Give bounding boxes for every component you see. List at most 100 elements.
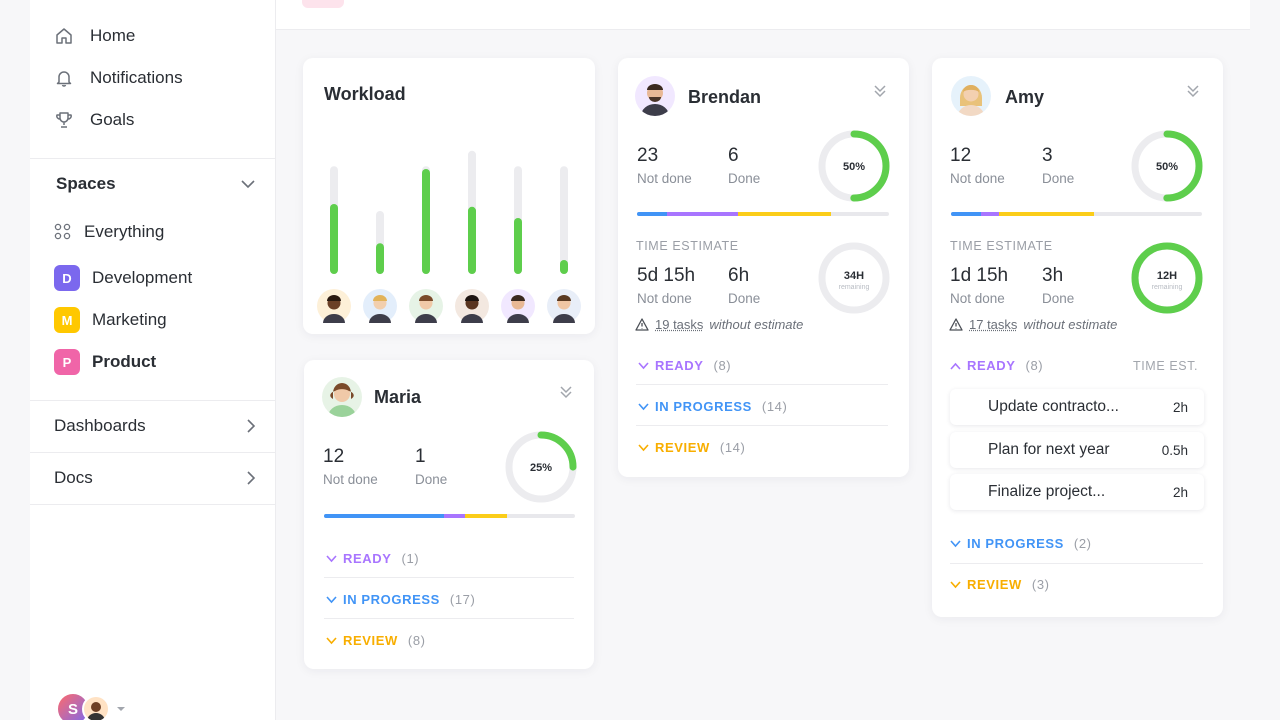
- space-everything-label: Everything: [84, 222, 165, 241]
- space-marketing[interactable]: M Marketing: [54, 307, 167, 333]
- workload-bar-done: [468, 206, 476, 274]
- status-count: (17): [449, 592, 476, 607]
- amy-avatar: [951, 76, 991, 116]
- task-hours: 2h: [1172, 484, 1188, 500]
- everything-icon: [54, 223, 71, 240]
- brendan-card: Brendan 23 Not done 6 Done 50% TIME ESTI…: [618, 58, 909, 477]
- top-bar: [276, 0, 1250, 30]
- trophy-icon: [56, 112, 72, 128]
- bar-segment-yellow: [464, 514, 508, 518]
- task-hours: 2h: [1172, 399, 1188, 415]
- bar-segment-blue: [951, 212, 982, 216]
- workload-member-avatar: [501, 289, 535, 323]
- space-product[interactable]: P Product: [54, 349, 156, 375]
- amy-card: Amy 12 Not done 3 Done 50% TIME ESTIMATE…: [932, 58, 1223, 617]
- nav-goals-label: Goals: [90, 110, 135, 129]
- docs-label: Docs: [54, 468, 93, 487]
- collapse-icon[interactable]: [559, 385, 573, 399]
- amy-not-done-value: 12: [950, 145, 972, 166]
- brendan-progress-arc: [818, 130, 890, 202]
- nav-home-label: Home: [90, 26, 136, 45]
- workload-bar-done: [514, 218, 522, 274]
- bar-segment-yellow: [737, 212, 832, 216]
- brendan-warn-text: without estimate: [709, 317, 804, 332]
- docs-link[interactable]: Docs: [54, 468, 256, 488]
- workload-member-avatar: [547, 289, 581, 323]
- status-count: (2): [1073, 536, 1092, 551]
- maria-status-in-progress[interactable]: IN PROGRESS (17): [326, 592, 475, 607]
- time-est-header: TIME EST.: [1133, 359, 1199, 373]
- task-row[interactable]: Update contracto... 2h: [950, 389, 1204, 425]
- status-label: READY: [343, 551, 392, 566]
- maria-avatar: [322, 377, 362, 417]
- dashboards-label: Dashboards: [54, 416, 146, 435]
- nav-home[interactable]: Home: [54, 26, 135, 46]
- amy-warn-count[interactable]: 17 tasks: [969, 317, 1018, 332]
- space-development-label: Development: [92, 268, 193, 287]
- brendan-warn-count[interactable]: 19 tasks: [655, 317, 704, 332]
- workload-member-avatar: [363, 289, 397, 323]
- chevron-down-icon: [326, 636, 337, 644]
- brendan-time-sub: remaining: [839, 284, 870, 291]
- maria-status-ready[interactable]: READY (1): [326, 551, 419, 566]
- chevron-down-icon: [950, 539, 961, 547]
- nav-notifications[interactable]: Notifications: [54, 68, 183, 88]
- amy-status-in-progress[interactable]: IN PROGRESS (2): [950, 536, 1092, 551]
- brendan-time-done-label: Done: [728, 291, 761, 306]
- sidebar: Home Notifications Goals Spaces Everythi…: [30, 0, 276, 720]
- task-name: Plan for next year: [988, 441, 1110, 458]
- status-label: REVIEW: [967, 577, 1022, 592]
- maria-done-label: Done: [415, 472, 448, 487]
- workload-bar-track: [560, 166, 568, 274]
- spaces-title: Spaces: [56, 174, 116, 193]
- bar-segment-purple: [981, 212, 999, 216]
- amy-percent: 50%: [1156, 161, 1178, 173]
- maria-name: Maria: [374, 387, 422, 407]
- collapse-icon[interactable]: [1186, 84, 1200, 98]
- workload-bar-done: [560, 260, 568, 274]
- user-menu[interactable]: S: [56, 692, 126, 720]
- top-tag: [302, 0, 344, 8]
- task-name: Update contracto...: [988, 398, 1119, 415]
- amy-time-arc: [1131, 242, 1203, 314]
- caret-down-icon: [117, 707, 125, 711]
- spaces-header[interactable]: Spaces: [56, 174, 256, 194]
- user-avatar-secondary: [82, 695, 110, 720]
- workload-title: Workload: [324, 84, 406, 104]
- amy-progress-donut: 50%: [1131, 130, 1203, 202]
- chevron-right-icon: [247, 419, 256, 433]
- brendan-status-in-progress[interactable]: IN PROGRESS (14): [638, 399, 787, 414]
- nav-goals[interactable]: Goals: [54, 110, 134, 130]
- maria-status-review[interactable]: REVIEW (8): [326, 633, 426, 648]
- task-row[interactable]: Plan for next year 0.5h: [950, 432, 1204, 468]
- brendan-estimate-warning: 19 tasks without estimate: [635, 317, 803, 332]
- status-count: (14): [761, 399, 788, 414]
- maria-progress-donut: 25%: [505, 431, 577, 503]
- workload-member-avatar: [455, 289, 489, 323]
- bar-segment-purple: [667, 212, 738, 216]
- brendan-status-review[interactable]: REVIEW (14): [638, 440, 745, 455]
- brendan-time-not-done-label: Not done: [637, 291, 692, 306]
- brendan-status-ready[interactable]: READY (8): [638, 358, 731, 373]
- brendan-done-value: 6: [728, 145, 739, 166]
- amy-not-done: 12 Not done: [950, 145, 1005, 186]
- brendan-avatar: [635, 76, 675, 116]
- dashboards-link[interactable]: Dashboards: [54, 416, 256, 436]
- amy-status-ready[interactable]: READY (8): [950, 358, 1043, 373]
- collapse-icon[interactable]: [873, 84, 887, 98]
- warning-icon: [949, 318, 963, 331]
- task-row[interactable]: Finalize project... 2h: [950, 474, 1204, 510]
- space-everything[interactable]: Everything: [54, 222, 164, 242]
- maria-not-done-label: Not done: [323, 472, 378, 487]
- task-name: Finalize project...: [988, 483, 1106, 500]
- workload-member-avatar: [317, 289, 351, 323]
- chevron-down-icon: [241, 180, 255, 189]
- brendan-done: 6 Done: [728, 145, 760, 186]
- amy-time-not-done-label: Not done: [950, 291, 1005, 306]
- amy-status-review[interactable]: REVIEW (3): [950, 577, 1050, 592]
- brendan-not-done-label: Not done: [637, 171, 692, 186]
- amy-done: 3 Done: [1042, 145, 1074, 186]
- nav-notifications-label: Notifications: [90, 68, 183, 87]
- space-development[interactable]: D Development: [54, 265, 192, 291]
- brendan-time-total: 34H: [844, 270, 864, 282]
